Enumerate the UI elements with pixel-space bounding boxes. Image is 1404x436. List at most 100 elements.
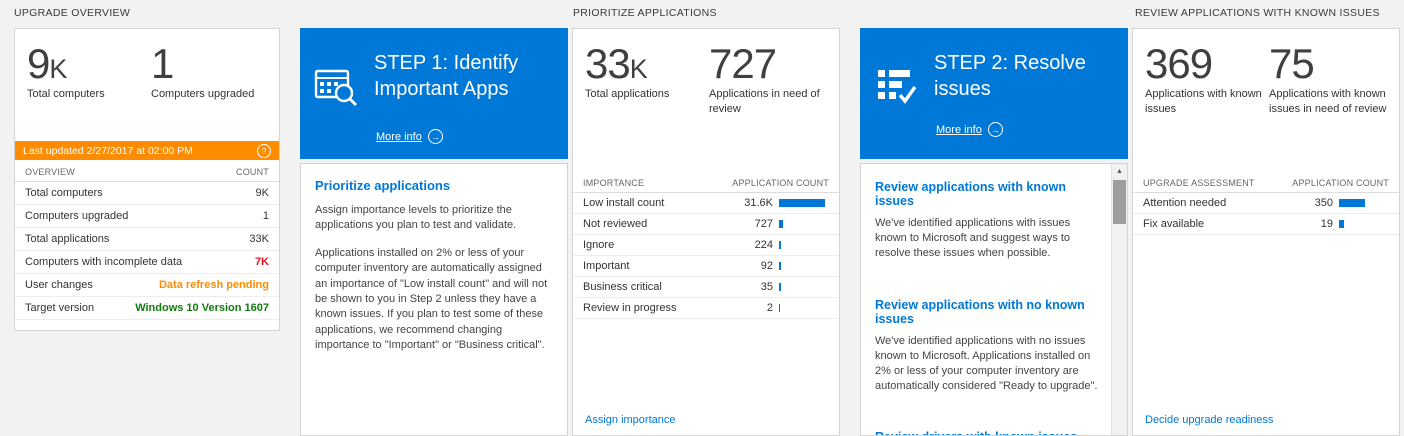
count-bar: [779, 241, 781, 249]
column-count: COUNT: [236, 167, 269, 177]
table-row[interactable]: Computers with incomplete data 7K: [15, 251, 279, 274]
resolve-section: Review drivers with known issues We've i…: [875, 430, 1101, 435]
row-label: Attention needed: [1143, 197, 1227, 209]
prioritize-paragraph-1: Assign importance levels to prioritize t…: [315, 204, 517, 232]
stat-known-issues-need-review[interactable]: 75 Applications with known issues in nee…: [1269, 41, 1387, 171]
row-label: Business critical: [583, 281, 662, 293]
stat-total-applications[interactable]: 33K Total applications: [585, 41, 709, 171]
arrow-right-icon: →: [987, 122, 1003, 137]
overview-table-header: OVERVIEW COUNT: [15, 160, 279, 182]
assign-importance-link[interactable]: Assign importance: [585, 414, 676, 426]
row-value: 350: [1314, 197, 1333, 209]
bar-container: [779, 199, 829, 207]
overview-stats: 9K Total computers 1 Computers upgraded: [15, 29, 279, 141]
row-value: 224: [754, 239, 773, 251]
count-bar: [779, 262, 781, 270]
row-label: Low install count: [583, 197, 665, 209]
decide-upgrade-readiness-link[interactable]: Decide upgrade readiness: [1145, 414, 1274, 426]
section-title-review-known-issues: REVIEW APPLICATIONS WITH KNOWN ISSUES: [1135, 7, 1380, 19]
resolve-body: We've identified applications with no is…: [875, 334, 1098, 393]
table-row[interactable]: Attention needed 350: [1133, 193, 1399, 214]
step2-more-info[interactable]: More info →: [936, 122, 1003, 137]
row-value: 31.6K: [744, 197, 773, 209]
table-row[interactable]: Review in progress 2: [573, 298, 839, 319]
row-label: Fix available: [1143, 218, 1205, 230]
resolve-section: Review applications with no known issues…: [875, 298, 1101, 395]
assessment-table-header: UPGRADE ASSESSMENT APPLICATION COUNT: [1133, 171, 1399, 193]
count-bar: [779, 220, 783, 228]
row-label: Computers upgraded: [25, 210, 129, 222]
row-value-success: Windows 10 Version 1607: [135, 302, 269, 314]
row-label: Total applications: [25, 233, 110, 245]
resolve-body: We've identified applications with issue…: [875, 217, 1071, 260]
table-row[interactable]: Important 92: [573, 256, 839, 277]
scrollbar-track[interactable]: ▲: [1111, 164, 1127, 435]
column-application-count: APPLICATION COUNT: [1292, 178, 1389, 188]
row-value-warning: Data refresh pending: [158, 279, 269, 291]
row-label: Computers with incomplete data: [25, 256, 183, 268]
resolve-description-card: Review applications with known issues We…: [860, 163, 1128, 436]
step2-tile[interactable]: STEP 2: Resolve issues More info →: [860, 28, 1128, 159]
resolve-heading-drivers: Review drivers with known issues: [875, 430, 1101, 435]
stat-value: 369: [1145, 40, 1213, 87]
more-info-link[interactable]: More info: [936, 123, 982, 136]
column-application-count: APPLICATION COUNT: [732, 178, 829, 188]
stat-apps-known-issues[interactable]: 369 Applications with known issues: [1145, 41, 1269, 171]
applications-stats-card: 33K Total applications 727 Applications …: [572, 28, 840, 436]
stat-value: 33K: [585, 40, 648, 87]
last-updated-banner: Last updated 2/27/2017 at 02:00 PM ?: [15, 141, 279, 160]
stat-value: 9K: [27, 40, 68, 87]
count-bar: [779, 283, 781, 291]
row-value: 35: [760, 281, 773, 293]
table-row[interactable]: Computers upgraded 1: [15, 205, 279, 228]
resolve-heading-no-known-issues: Review applications with no known issues: [875, 297, 1085, 326]
table-row[interactable]: User changes Data refresh pending: [15, 274, 279, 297]
bar-container: [779, 262, 829, 270]
stat-value: 727: [709, 40, 777, 87]
row-value: 92: [760, 260, 773, 272]
prioritize-heading: Prioritize applications: [315, 178, 451, 193]
scrollbar-thumb[interactable]: [1113, 180, 1126, 224]
row-label: Review in progress: [583, 302, 677, 314]
section-title-upgrade-overview: UPGRADE OVERVIEW: [14, 7, 131, 19]
last-updated-text: Last updated 2/27/2017 at 02:00 PM: [23, 144, 193, 157]
stat-total-computers[interactable]: 9K Total computers: [27, 41, 151, 141]
stat-value: 1: [151, 40, 174, 87]
table-row[interactable]: Total computers 9K: [15, 182, 279, 205]
column-importance: IMPORTANCE: [583, 178, 645, 188]
step2-title: STEP 2: Resolve issues: [934, 52, 1086, 101]
row-value-error: 7K: [254, 256, 269, 268]
step1-more-info[interactable]: More info →: [376, 129, 443, 144]
count-bar: [779, 304, 780, 312]
row-label: User changes: [25, 279, 93, 291]
stat-label: Applications with known issues in need o…: [1269, 88, 1387, 115]
step1-tile[interactable]: STEP 1: Identify Important Apps More inf…: [300, 28, 568, 159]
stat-label: Total applications: [585, 88, 670, 101]
stat-computers-upgraded[interactable]: 1 Computers upgraded: [151, 41, 267, 141]
section-title-prioritize-applications: PRIORITIZE APPLICATIONS: [573, 7, 717, 19]
table-row[interactable]: Total applications 33K: [15, 228, 279, 251]
table-row[interactable]: Ignore 224: [573, 235, 839, 256]
more-info-link[interactable]: More info: [376, 130, 422, 143]
prioritize-description-card: Prioritize applications Assign importanc…: [300, 163, 568, 436]
help-icon[interactable]: ?: [257, 143, 271, 158]
table-row[interactable]: Low install count 31.6K: [573, 193, 839, 214]
prioritize-paragraph-2: Applications installed on 2% or less of …: [315, 246, 548, 352]
resolve-content: Review applications with known issues We…: [861, 164, 1127, 435]
scroll-up-icon[interactable]: ▲: [1116, 168, 1123, 175]
known-issues-stats-card: 369 Applications with known issues 75 Ap…: [1132, 28, 1400, 436]
row-label: Total computers: [25, 187, 103, 199]
step1-title: STEP 1: Identify Important Apps: [374, 52, 519, 101]
table-row[interactable]: Business critical 35: [573, 277, 839, 298]
table-row[interactable]: Not reviewed 727: [573, 214, 839, 235]
row-value: 727: [754, 218, 773, 230]
bar-container: [1339, 199, 1389, 207]
stat-label: Total computers: [27, 88, 105, 101]
table-row[interactable]: Target version Windows 10 Version 1607: [15, 297, 279, 320]
column-upgrade-assessment: UPGRADE ASSESSMENT: [1143, 178, 1255, 188]
stat-value: 75: [1269, 40, 1315, 87]
stat-apps-need-review[interactable]: 727 Applications in need of review: [709, 41, 827, 171]
table-row[interactable]: Fix available 19: [1133, 214, 1399, 235]
importance-table-header: IMPORTANCE APPLICATION COUNT: [573, 171, 839, 193]
